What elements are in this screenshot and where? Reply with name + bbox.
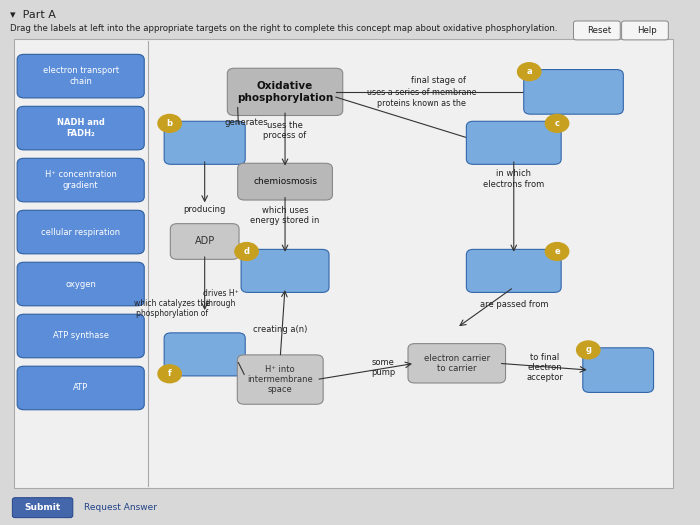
Text: in which
electrons from: in which electrons from — [483, 170, 545, 188]
FancyBboxPatch shape — [170, 224, 239, 259]
Text: NADH and
FADH₂: NADH and FADH₂ — [57, 119, 104, 138]
Circle shape — [235, 243, 258, 260]
FancyBboxPatch shape — [466, 121, 561, 164]
Circle shape — [577, 341, 600, 359]
Text: H⁺ into
intermembrane
space: H⁺ into intermembrane space — [247, 365, 313, 394]
FancyBboxPatch shape — [18, 314, 144, 358]
Text: electron carrier
to carrier: electron carrier to carrier — [424, 354, 490, 373]
FancyBboxPatch shape — [238, 163, 332, 200]
FancyBboxPatch shape — [466, 249, 561, 292]
FancyBboxPatch shape — [164, 333, 245, 376]
FancyBboxPatch shape — [18, 262, 144, 306]
Text: to final
electron
acceptor: to final electron acceptor — [526, 353, 563, 382]
Text: which uses
energy stored in: which uses energy stored in — [251, 206, 320, 225]
Circle shape — [158, 114, 181, 132]
Text: cellular respiration: cellular respiration — [41, 227, 120, 237]
Text: are passed from: are passed from — [480, 300, 548, 309]
Text: electron transport
chain: electron transport chain — [43, 67, 119, 86]
Text: f: f — [168, 369, 172, 379]
Text: uses the
process of: uses the process of — [263, 121, 307, 140]
FancyBboxPatch shape — [237, 355, 323, 404]
Text: c: c — [554, 119, 559, 128]
Text: final stage of: final stage of — [411, 76, 466, 85]
FancyBboxPatch shape — [573, 21, 620, 40]
Text: b: b — [167, 119, 173, 128]
Circle shape — [545, 243, 568, 260]
FancyBboxPatch shape — [241, 249, 329, 292]
FancyBboxPatch shape — [18, 159, 144, 202]
Text: Request Answer: Request Answer — [84, 503, 157, 512]
FancyBboxPatch shape — [14, 39, 673, 488]
Text: d: d — [244, 247, 250, 256]
Text: ATP: ATP — [73, 383, 88, 393]
FancyBboxPatch shape — [228, 68, 343, 116]
FancyBboxPatch shape — [524, 70, 623, 114]
Text: generates: generates — [224, 118, 268, 128]
Text: uses a series of membrane
proteins known as the: uses a series of membrane proteins known… — [367, 89, 477, 108]
Text: e: e — [554, 247, 560, 256]
Circle shape — [517, 63, 541, 81]
Text: oxygen: oxygen — [65, 279, 96, 289]
FancyBboxPatch shape — [622, 21, 668, 40]
Text: creating a(n): creating a(n) — [253, 325, 307, 334]
Text: which catalyzes the
phosphorylation of: which catalyzes the phosphorylation of — [134, 299, 210, 318]
Text: H⁺ concentration
gradient: H⁺ concentration gradient — [45, 171, 117, 190]
Text: g: g — [585, 345, 591, 354]
Text: Submit: Submit — [25, 503, 61, 512]
Circle shape — [158, 365, 181, 383]
Text: drives H⁺
through: drives H⁺ through — [203, 289, 239, 308]
Text: ADP: ADP — [195, 236, 215, 247]
FancyBboxPatch shape — [408, 344, 505, 383]
FancyBboxPatch shape — [18, 55, 144, 98]
FancyBboxPatch shape — [18, 106, 144, 150]
Text: Oxidative
phosphorylation: Oxidative phosphorylation — [237, 81, 333, 103]
Text: some
pump: some pump — [371, 358, 395, 377]
Text: ATP synthase: ATP synthase — [52, 331, 108, 341]
Text: producing: producing — [183, 205, 226, 215]
Text: Drag the labels at left into the appropriate targets on the right to complete th: Drag the labels at left into the appropr… — [10, 24, 558, 34]
FancyBboxPatch shape — [583, 348, 654, 393]
FancyBboxPatch shape — [18, 366, 144, 410]
Circle shape — [545, 114, 568, 132]
FancyBboxPatch shape — [13, 498, 73, 518]
FancyBboxPatch shape — [164, 121, 245, 164]
Text: ▾  Part A: ▾ Part A — [10, 9, 56, 20]
Text: a: a — [526, 67, 532, 76]
Text: Reset: Reset — [587, 26, 611, 35]
Text: Help: Help — [637, 26, 657, 35]
FancyBboxPatch shape — [18, 211, 144, 254]
Text: chemiosmosis: chemiosmosis — [253, 177, 317, 186]
